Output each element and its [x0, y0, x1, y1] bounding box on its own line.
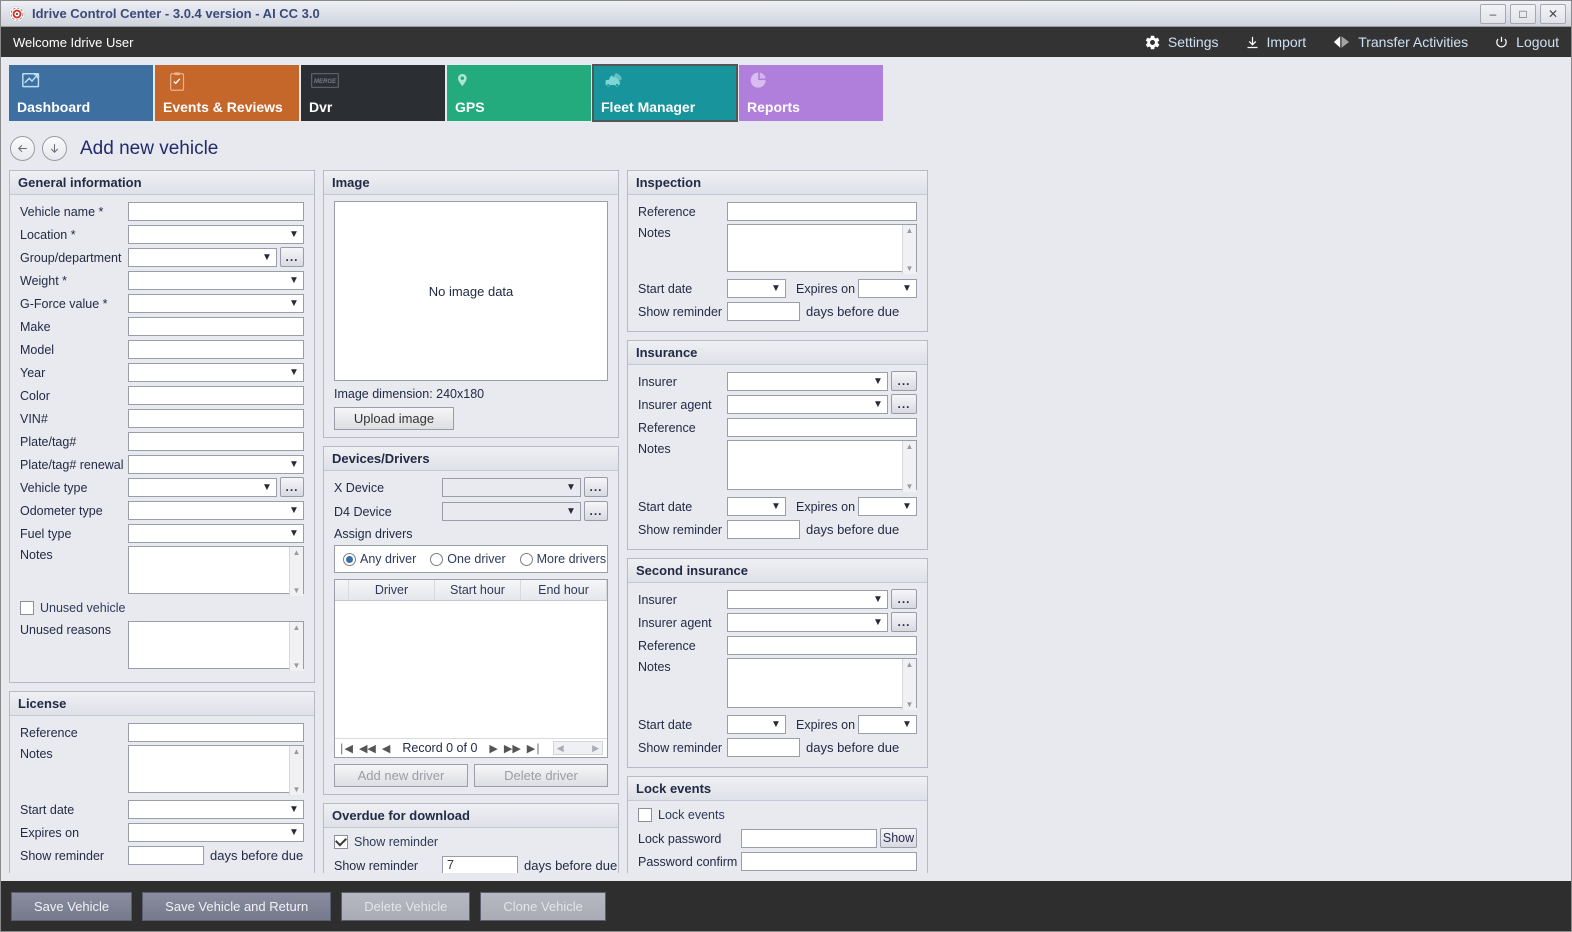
svg-text:MERGE: MERGE [314, 79, 337, 85]
